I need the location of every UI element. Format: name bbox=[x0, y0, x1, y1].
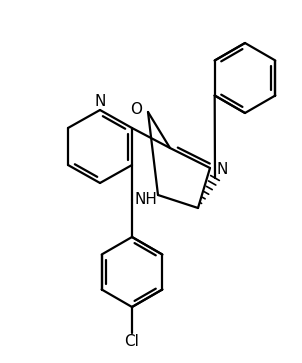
Text: Cl: Cl bbox=[124, 334, 140, 348]
Text: O: O bbox=[130, 102, 142, 118]
Text: NH: NH bbox=[135, 192, 157, 208]
Text: N: N bbox=[94, 94, 106, 110]
Text: N: N bbox=[216, 163, 228, 178]
